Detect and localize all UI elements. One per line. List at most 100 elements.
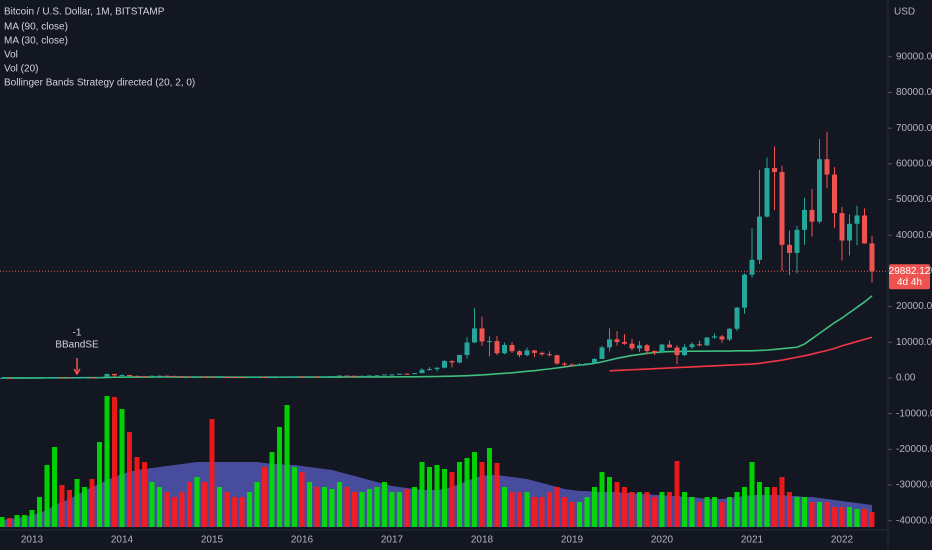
volume-bar (397, 492, 402, 527)
candle-body (322, 376, 327, 378)
x-tick-label: 2013 (21, 535, 44, 546)
candle-body (644, 345, 650, 352)
candle-body (142, 376, 147, 378)
volume-bar (134, 457, 140, 527)
candle-body (187, 376, 192, 378)
candle-body (524, 350, 530, 356)
candle-body (472, 328, 477, 343)
x-tick-label: 2021 (741, 535, 764, 546)
candle-body (554, 355, 560, 364)
candle-body (689, 344, 695, 348)
volume-bar (434, 465, 440, 527)
candle-body (509, 344, 515, 352)
candle-body (127, 375, 132, 377)
candle-body (764, 168, 770, 217)
volume-bar (809, 502, 815, 527)
candle-body (389, 374, 395, 376)
candle-body (59, 377, 65, 379)
candle-body (667, 344, 672, 348)
volume-bar (487, 448, 492, 527)
volume-bar (547, 492, 552, 527)
candle-body (674, 347, 680, 356)
candle-body (194, 376, 200, 378)
volume-bar (29, 510, 35, 527)
volume-bar (479, 462, 485, 527)
volume-bar (644, 492, 650, 527)
volume-bar (554, 487, 560, 527)
y-tick-label: 50000.00 (896, 194, 932, 205)
volume-bar (127, 432, 132, 527)
candle-body (7, 377, 12, 379)
volume-bar (67, 490, 72, 527)
candle-body (584, 363, 590, 365)
y-tick-label: 20000.00 (896, 301, 932, 312)
candle-body (839, 213, 845, 241)
signal-quantity: -1 (73, 328, 82, 339)
volume-bar (562, 497, 567, 527)
candle-body (404, 373, 410, 375)
volume-bar (89, 479, 95, 527)
volume-bar (52, 447, 57, 527)
volume-bar (614, 482, 620, 527)
volume-bar (284, 405, 290, 527)
candle-body (269, 377, 275, 379)
volume-bar (419, 462, 425, 527)
volume-bar (472, 452, 477, 527)
candle-body (532, 350, 537, 353)
volume-bar (457, 462, 462, 527)
volume-bar (22, 515, 27, 527)
candle-body (434, 367, 440, 370)
candle-body (14, 377, 20, 379)
candle-body (592, 358, 597, 364)
legend-item: Vol (20) (4, 64, 38, 75)
volume-bar (344, 487, 350, 527)
volume-bar (209, 419, 215, 527)
price-tag-label: 29882.12 (889, 266, 931, 277)
volume-bar (667, 492, 672, 527)
candle-body (727, 328, 732, 340)
candle-body (442, 361, 447, 368)
candle-body (742, 274, 747, 308)
volume-bar (232, 497, 237, 527)
volume-bar (269, 452, 275, 527)
volume-bar (74, 479, 80, 527)
y-tick-label: 80000.00 (896, 87, 932, 98)
volume-bar (674, 461, 680, 527)
volume-bar (322, 487, 327, 527)
y-tick-label: 10000.00 (896, 337, 932, 348)
candle-body (262, 376, 267, 378)
candle-body (232, 377, 237, 379)
candle-body (569, 364, 575, 366)
volume-bar (569, 502, 575, 527)
volume-bar (239, 497, 245, 527)
candle-body (89, 377, 95, 379)
candle-body (292, 376, 297, 378)
y-tick-label: 0.00 (896, 373, 916, 384)
candle-body (254, 376, 260, 378)
volume-bar (524, 492, 530, 527)
axis-unit: USD (894, 7, 915, 18)
candle-body (749, 259, 755, 275)
volume-bar (764, 487, 770, 527)
candle-body (817, 159, 822, 222)
volume-bar (742, 487, 747, 527)
candle-body (0, 377, 5, 379)
volume-bar (824, 502, 830, 527)
candle-body (779, 172, 785, 245)
candle-body (37, 377, 42, 379)
candle-body (329, 376, 335, 378)
volume-bar (719, 502, 725, 527)
volume-bar (779, 477, 785, 527)
candle-body (284, 376, 290, 378)
candle-body (74, 377, 80, 379)
candle-body (502, 344, 507, 354)
chart-title: Bitcoin / U.S. Dollar, 1M, BITSTAMP (4, 7, 165, 18)
y-tick-label: 60000.00 (896, 158, 932, 169)
y-tick-label: 70000.00 (896, 123, 932, 134)
volume-bar (179, 492, 185, 527)
volume-bar (517, 492, 522, 527)
candle-body (847, 223, 852, 241)
volume-bar (622, 487, 627, 527)
candle-body (112, 373, 117, 376)
